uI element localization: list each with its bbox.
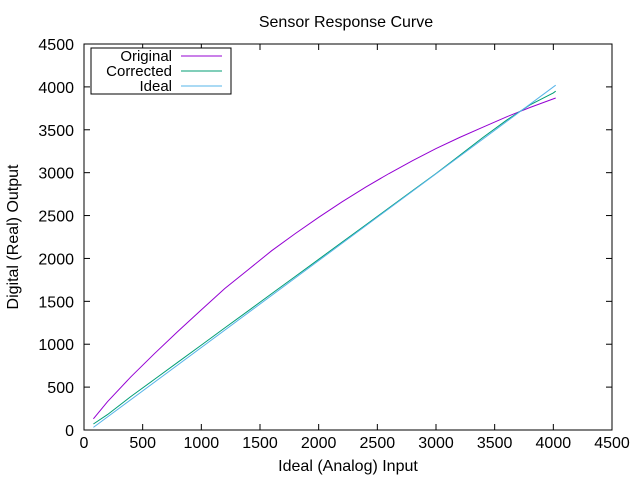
x-tick-label: 500	[129, 435, 156, 452]
x-tick-label: 1500	[242, 435, 278, 452]
legend-label-corrected: Corrected	[106, 63, 172, 80]
y-tick-label: 4000	[38, 80, 74, 97]
y-tick-label: 500	[47, 380, 74, 397]
x-tick-label: 1000	[184, 435, 220, 452]
x-axis-title: Ideal (Analog) Input	[278, 458, 418, 475]
y-tick-label: 3000	[38, 166, 74, 183]
y-tick-label: 1500	[38, 294, 74, 311]
legend-label-original: Original	[120, 48, 172, 65]
x-tick-label: 2500	[360, 435, 396, 452]
y-tick-label: 0	[65, 423, 74, 440]
x-tick-label: 2000	[301, 435, 337, 452]
y-tick-label: 4500	[38, 37, 74, 54]
x-tick-label: 4000	[536, 435, 572, 452]
series-line-original	[93, 97, 556, 420]
tick-layer: 0 500 1000 1500 2000 2500 3000 3500 4000 4500 0 500…	[38, 37, 629, 452]
plot-frame	[83, 43, 613, 431]
legend-label-ideal: Ideal	[139, 78, 172, 95]
y-tick-label: 1000	[38, 337, 74, 354]
series-line-corrected	[93, 90, 556, 425]
x-tick-label: 0	[80, 435, 89, 452]
x-tick-label: 3500	[477, 435, 513, 452]
x-tick-label: 3000	[418, 435, 454, 452]
x-tick-label: 4500	[594, 435, 630, 452]
series-layer	[93, 84, 556, 428]
series-line-ideal	[93, 84, 556, 428]
y-tick-label: 2000	[38, 251, 74, 268]
y-tick-label: 2500	[38, 209, 74, 226]
chart-title: Sensor Response Curve	[259, 14, 433, 31]
y-tick-label: 3500	[38, 123, 74, 140]
y-axis-title: Digital (Real) Output	[5, 164, 22, 310]
